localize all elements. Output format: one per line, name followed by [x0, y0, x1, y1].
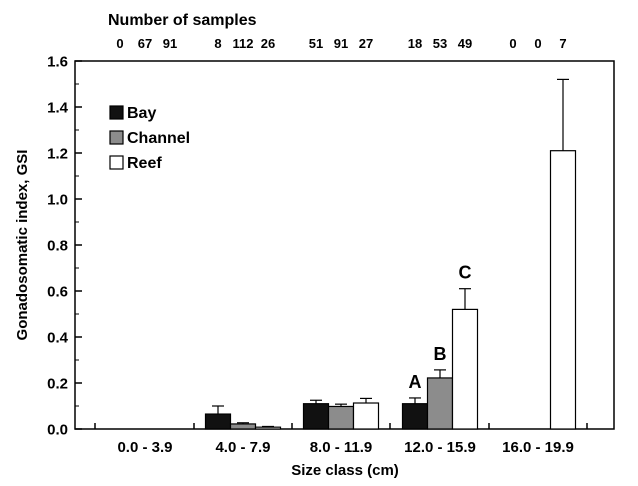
bar-reef	[451, 308, 479, 430]
y-tick-label: 1.0	[47, 192, 68, 209]
y-tick-label: 0.8	[47, 238, 68, 255]
sample-count: 51	[309, 36, 323, 51]
legend-swatch-channel	[109, 130, 124, 145]
sample-count: 0	[534, 36, 541, 51]
y-axis-title: Gonadosomatic index, GSI	[14, 150, 31, 341]
y-tick-label: 1.6	[47, 54, 68, 71]
significance-letter: A	[409, 372, 422, 392]
x-axis: 0.0 - 3.9 4.0 - 7.9 8.0 - 11.9 12.0 - 15.9 1…	[94, 423, 588, 456]
x-tick-label: 16.0 - 19.9	[502, 439, 574, 456]
sample-count: 0	[509, 36, 516, 51]
sample-count: 53	[433, 36, 447, 51]
legend-label-bay: Bay	[127, 105, 156, 122]
sample-count: 18	[408, 36, 422, 51]
legend: Bay Channel Reef	[109, 105, 190, 172]
sample-counts: 0 67 91 8 112 26 51 91 27 18 53 49 0 0 7	[116, 36, 566, 51]
sample-count: 27	[359, 36, 373, 51]
y-axis: 0.0 0.2 0.4 0.6 0.8 1.0 1.2 1.4 1.6	[47, 54, 82, 439]
y-tick-label: 0.6	[47, 284, 68, 301]
y-tick-label: 0.2	[47, 376, 68, 393]
bar-reef	[254, 426, 282, 430]
bar-bay	[401, 403, 429, 430]
y-tick-label: 1.2	[47, 146, 68, 163]
bar-reef	[352, 402, 380, 430]
bar-channel	[327, 405, 355, 430]
sample-count: 26	[261, 36, 275, 51]
legend-swatch-reef	[109, 155, 124, 170]
sample-count: 67	[138, 36, 152, 51]
sample-count: 8	[214, 36, 221, 51]
x-axis-title: Size class (cm)	[291, 462, 399, 479]
bar-bay	[204, 413, 232, 430]
sample-count: 0	[116, 36, 123, 51]
bar-reef	[549, 150, 577, 430]
significance-letter: B	[434, 344, 447, 364]
legend-label-reef: Reef	[127, 155, 162, 172]
sample-count: 112	[233, 36, 254, 51]
bar-channel	[229, 423, 257, 430]
annotations: AB C	[409, 263, 472, 392]
x-tick-label: 8.0 - 11.9	[310, 439, 373, 456]
sample-count: 7	[559, 36, 566, 51]
x-tick-label: 4.0 - 7.9	[215, 439, 270, 456]
significance-letter: C	[459, 263, 472, 283]
x-tick-label: 0.0 - 3.9	[117, 439, 172, 456]
legend-swatch-bay	[109, 105, 124, 120]
y-tick-label: 1.4	[47, 100, 69, 117]
y-tick-label: 0.4	[47, 330, 69, 347]
bar-bay	[302, 403, 330, 430]
sample-count: 49	[458, 36, 472, 51]
samples-header: Number of samples	[108, 12, 257, 29]
y-tick-label: 0.0	[47, 422, 68, 439]
bars	[204, 78, 577, 430]
x-tick-label: 12.0 - 15.9	[404, 439, 476, 456]
sample-count: 91	[163, 36, 177, 51]
legend-label-channel: Channel	[127, 130, 190, 147]
sample-count: 91	[334, 36, 348, 51]
bar-channel	[426, 377, 454, 430]
